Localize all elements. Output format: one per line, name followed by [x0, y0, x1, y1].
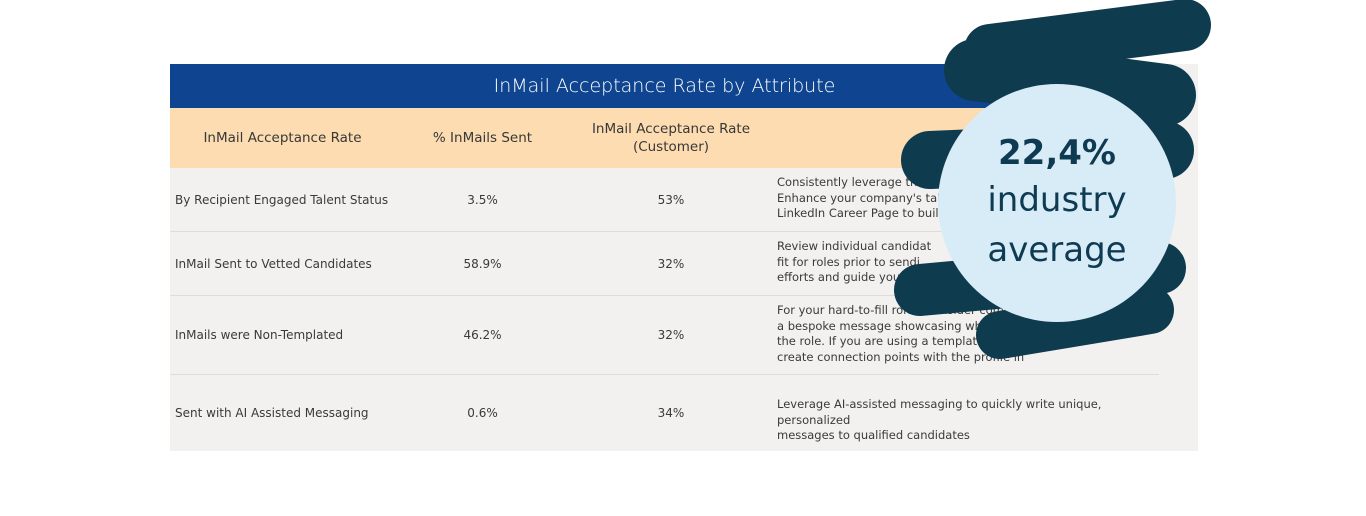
row-recommendation: Consistently leverage the Enhance your c…	[777, 168, 1152, 231]
badge-label-line2: average	[987, 230, 1127, 270]
header-acceptance-rate: InMail Acceptance Rate (Customer)	[591, 121, 751, 155]
row-attribute: By Recipient Engaged Talent Status	[175, 192, 389, 207]
table-row: Sent with AI Assisted Messaging 0.6% 34%…	[170, 375, 1159, 451]
tip-line: the role. If you are using a template, e…	[777, 334, 1006, 348]
tip-line: Leverage AI-assisted messaging to quickl…	[777, 397, 1102, 427]
row-acceptance-rate: 34%	[657, 406, 685, 420]
row-recommendation: Review individual candidat fit for roles…	[777, 232, 1152, 295]
tip-line: efforts and guide your	[777, 270, 905, 284]
tip-line: Enhance your company's talen	[777, 190, 955, 205]
badge-value: 22,4%	[998, 133, 1116, 173]
row-acceptance-rate: 32%	[657, 256, 685, 271]
tip-line: create connection points with the profil…	[777, 349, 1025, 364]
row-acceptance-rate: 32%	[657, 328, 685, 342]
tip-line: Review individual candidat	[777, 239, 932, 253]
table-row: InMail Sent to Vetted Candidates 58.9% 3…	[170, 232, 1159, 296]
tip-line: fit for roles prior to sendi	[777, 254, 920, 269]
row-recommendation: Leverage AI-assisted messaging to quickl…	[777, 375, 1152, 451]
row-attribute: Sent with AI Assisted Messaging	[175, 406, 369, 420]
badge-label-line1: industry	[987, 180, 1127, 220]
tip-line: LinkedIn Career Page to build	[777, 206, 946, 220]
row-attribute: InMails were Non-Templated	[175, 328, 344, 342]
header-attribute: InMail Acceptance Rate	[203, 130, 362, 146]
row-acceptance-rate: 53%	[657, 192, 685, 207]
row-attribute: InMail Sent to Vetted Candidates	[175, 256, 372, 271]
row-pct-sent: 58.9%	[463, 256, 502, 271]
header-pct-sent: % InMails Sent	[432, 130, 533, 146]
row-pct-sent: 46.2%	[463, 328, 502, 342]
row-pct-sent: 0.6%	[467, 406, 498, 420]
tip-line: Consistently leverage the	[777, 175, 925, 189]
table-row: By Recipient Engaged Talent Status 3.5% …	[170, 168, 1159, 232]
row-pct-sent: 3.5%	[467, 192, 498, 207]
industry-average-badge: 22,4% industry average	[938, 84, 1176, 322]
tip-line: a bespoke message showcasing why th	[777, 318, 1005, 333]
tip-line: messages to qualified candidates	[777, 428, 970, 442]
